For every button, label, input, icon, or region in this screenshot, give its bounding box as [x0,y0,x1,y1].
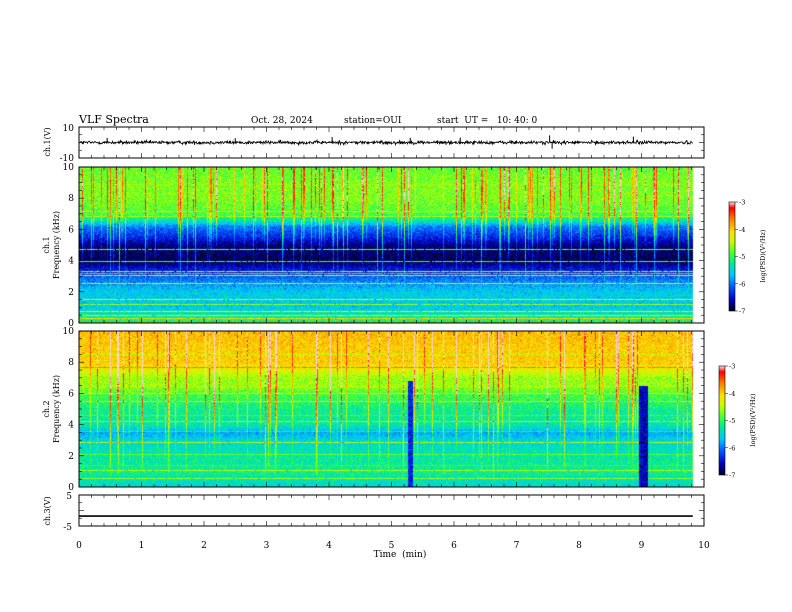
ch2-spectrogram-channel: ch.2 [42,400,51,417]
ch3-ytick-bottom: -5 [63,523,72,533]
ch2-colorbar: -3 -4 -5 -6 -7 log(PSD)(V²/Hz) [718,363,757,480]
time-tick-label: 7 [514,541,520,551]
freq-tick-label: 0 [68,319,74,329]
ch2-spectrogram-ytick-labels: 0 2 4 6 8 10 [63,327,75,493]
ch3-ytick-top: 5 [66,492,72,502]
freq-tick-label: 6 [68,389,74,399]
freq-tick-label: 4 [68,257,74,267]
ch1-spectrogram-ytick-labels: 0 2 4 6 8 10 [63,163,75,329]
ch2-spectrogram-ylabel: Frequency (kHz) [52,375,61,443]
colorbar-tick-label: -5 [739,253,745,261]
ch1-spectrogram-channel: ch.1 [42,236,51,253]
ch1-spectrogram-ylabel: Frequency (kHz) [52,211,61,279]
time-tick-label: 6 [451,541,457,551]
colorbar-tick-label: -7 [739,308,745,316]
ch1-waveform-spikes [106,135,634,149]
ch1-waveform-trace [78,138,693,147]
freq-tick-label: 10 [63,327,75,337]
freq-tick-label: 8 [68,358,74,368]
time-tick-label: 2 [201,541,207,551]
colorbar-tick-label: -7 [729,472,735,480]
ch2-colorbar-label: log(PSD)(V²/Hz) [749,393,757,446]
colorbar-tick-label: -4 [739,226,745,234]
ch2-spectrogram-panel: 0 2 4 6 8 10 Frequency (kHz) ch.2 [42,327,705,493]
freq-tick-label: 2 [68,288,74,298]
colorbar-tick-label: -3 [729,363,735,371]
ch1-spectrogram-panel: 0 2 4 6 8 10 Frequency (kHz) ch.1 [42,163,705,329]
colorbar-tick-label: -6 [729,444,735,452]
figure-title: VLF Spectra [78,113,149,126]
ch1-colorbar-gradient [729,202,735,311]
ch1-waveform-ylabel: ch.1(V) [43,127,52,156]
ch3-waveform-ticks [78,494,705,527]
header-date: Oct. 28, 2024 [251,116,313,126]
ch2-spectrogram-ticks [78,330,705,488]
colorbar-tick-label: -5 [729,417,735,425]
ch1-colorbar: -3 -4 -5 -6 -7 log(PSD)(V²/Hz) [728,199,767,316]
time-tick-label: 4 [326,541,332,551]
ch2-colorbar-ticks: -3 -4 -5 -6 -7 [725,363,735,480]
time-tick-label: 3 [264,541,270,551]
time-tick-label: 0 [76,541,82,551]
freq-tick-label: 6 [68,225,74,235]
time-tick-label: 9 [639,541,645,551]
freq-tick-label: 8 [68,194,74,204]
time-tick-label: 8 [576,541,582,551]
ch3-waveform-ylabel: ch.3(V) [43,496,52,525]
header-station: station=OUI [344,116,402,126]
freq-tick-label: 4 [68,421,74,431]
ch3-waveform-panel: 5 -5 ch.3(V) [43,492,705,533]
header-start-ut: start UT = 10: 40: 0 [437,116,538,126]
ch1-spectrogram-heatmap [79,167,704,323]
ch1-colorbar-label: log(PSD)(V²/Hz) [759,229,767,282]
colorbar-tick-label: -3 [739,199,745,207]
time-axis-tick-labels: 0 1 2 3 4 5 6 7 8 9 10 [76,541,710,551]
freq-tick-label: 2 [68,452,74,462]
colorbar-tick-label: -4 [729,390,735,398]
freq-tick-label: 0 [68,483,74,493]
ch2-spectrogram-heatmap [79,331,704,487]
freq-tick-label: 10 [63,163,75,173]
ch1-ytick-top: 10 [63,124,75,134]
ch1-waveform-ticks [78,126,705,159]
ch1-colorbar-ticks: -3 -4 -5 -6 -7 [735,199,745,316]
time-tick-label: 5 [389,541,395,551]
time-tick-label: 1 [139,541,145,551]
time-tick-label: 10 [698,541,710,551]
ch1-spectrogram-ticks [78,166,705,324]
ch1-waveform-panel: 10 -10 ch.1(V) [43,124,705,164]
ch2-colorbar-gradient [719,366,725,475]
colorbar-tick-label: -6 [739,280,745,288]
time-axis-label: Time (min) [374,549,427,560]
ch1-ytick-bottom: -10 [60,154,75,164]
